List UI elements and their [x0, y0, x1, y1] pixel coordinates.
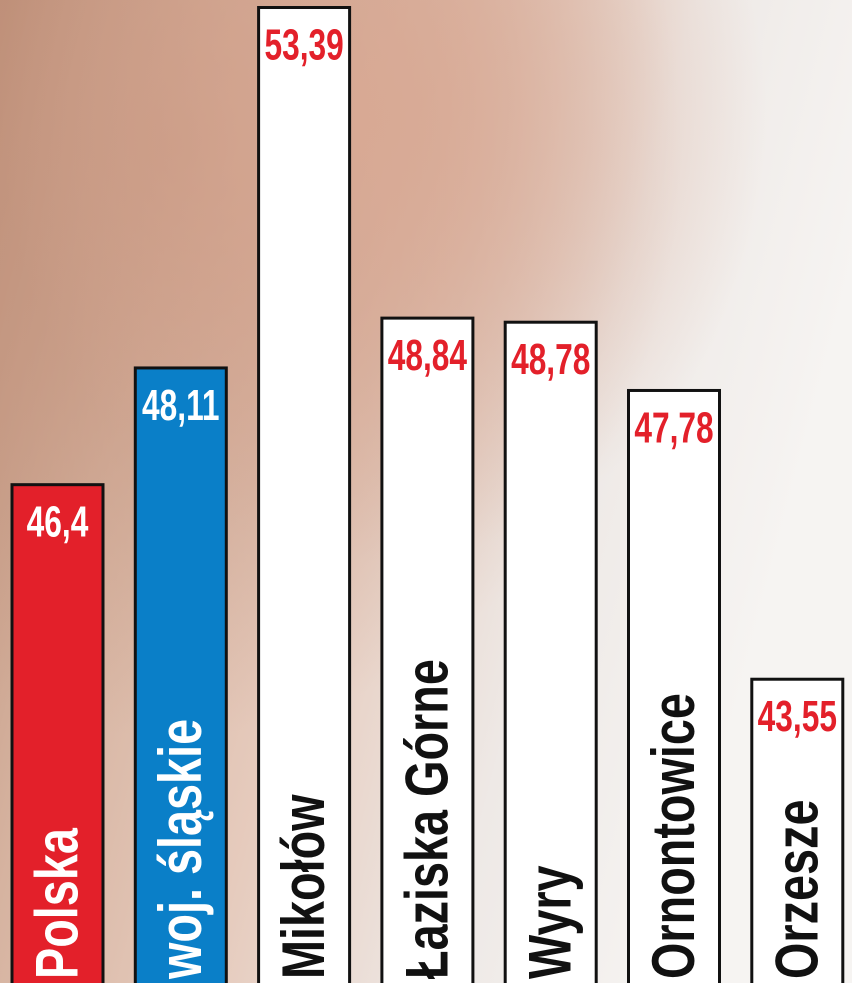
category-label-group: woj. śląskie: [147, 719, 214, 980]
chart: 46,4 Polska 48,11 woj. śląskie 53,39 Mikołów 4…: [0, 0, 852, 983]
category-label: Wyry: [517, 865, 584, 979]
value-label-group: 43,55: [758, 692, 837, 741]
category-label: Mikołów: [271, 794, 338, 979]
value-label: 46,4: [27, 498, 89, 547]
value-label-group: 48,11: [142, 381, 220, 430]
category-label-group: Mikołów: [271, 794, 338, 979]
page: 46,4 Polska 48,11 woj. śląskie 53,39 Mikołów 4…: [0, 0, 852, 983]
category-label-group: Wyry: [517, 865, 584, 979]
value-label: 47,78: [634, 403, 713, 452]
value-label-group: 47,78: [634, 403, 713, 452]
value-label: 48,84: [388, 331, 468, 380]
category-label: Orzesze: [764, 800, 831, 979]
value-label-group: 53,39: [264, 20, 343, 69]
value-label-group: 48,78: [511, 335, 590, 384]
category-label-group: Polska: [24, 827, 91, 979]
category-label-group: Orzesze: [764, 800, 831, 979]
category-label: woj. śląskie: [147, 719, 214, 980]
value-label: 43,55: [758, 692, 837, 741]
value-label: 48,78: [511, 335, 590, 384]
value-label: 53,39: [264, 20, 343, 69]
category-label: Ornontowice: [640, 693, 707, 979]
category-label-group: Ornontowice: [640, 693, 707, 979]
value-label: 48,11: [142, 381, 220, 430]
value-label-group: 48,84: [388, 331, 468, 380]
category-label: Łaziska Górne: [394, 659, 461, 979]
category-label: Polska: [24, 827, 91, 979]
category-label-group: Łaziska Górne: [394, 659, 461, 979]
value-label-group: 46,4: [27, 498, 89, 547]
